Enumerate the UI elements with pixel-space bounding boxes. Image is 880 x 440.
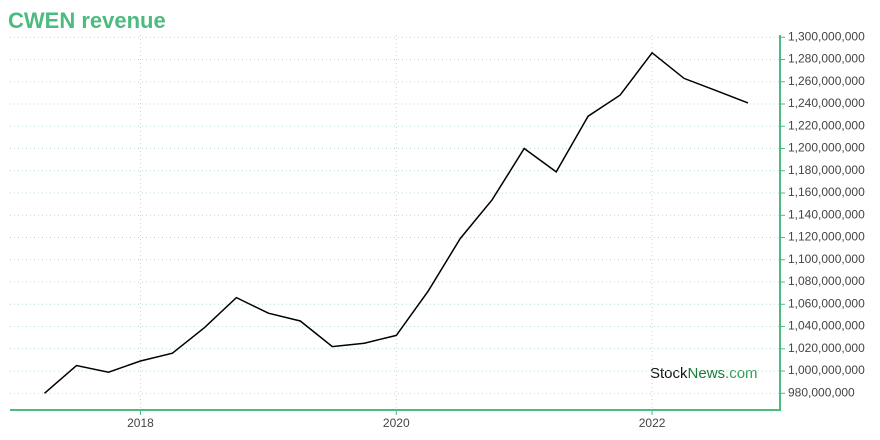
watermark-part: Stock [650,365,688,382]
y-tick-label: 1,180,000,000 [788,163,865,177]
y-tick-label: 1,300,000,000 [788,29,865,43]
watermark: StockNews.com [650,365,758,382]
chart-title: CWEN revenue [8,8,166,33]
x-tick-label: 2018 [127,416,154,430]
y-tick-label: 980,000,000 [788,385,855,399]
data-line [44,51,749,394]
x-tick-label: 2022 [639,416,666,430]
y-tick-label: 1,160,000,000 [788,185,865,199]
y-tick-label: 1,240,000,000 [788,96,865,110]
y-tick-label: 1,120,000,000 [788,230,865,244]
y-tick-label: 1,060,000,000 [788,296,865,310]
y-tick-label: 1,260,000,000 [788,74,865,88]
y-tick-label: 1,200,000,000 [788,141,865,155]
watermark-part: News [688,365,726,382]
y-tick-label: 1,100,000,000 [788,252,865,266]
y-tick-label: 1,080,000,000 [788,274,865,288]
y-tick-label: 1,040,000,000 [788,319,865,333]
y-tick-label: 1,220,000,000 [788,118,865,132]
y-tick-label: 1,140,000,000 [788,207,865,221]
y-tick-label: 1,000,000,000 [788,363,865,377]
y-tick-label: 1,020,000,000 [788,341,865,355]
y-tick-label: 1,280,000,000 [788,52,865,66]
x-tick-label: 2020 [383,416,410,430]
watermark-part: .com [725,365,758,382]
